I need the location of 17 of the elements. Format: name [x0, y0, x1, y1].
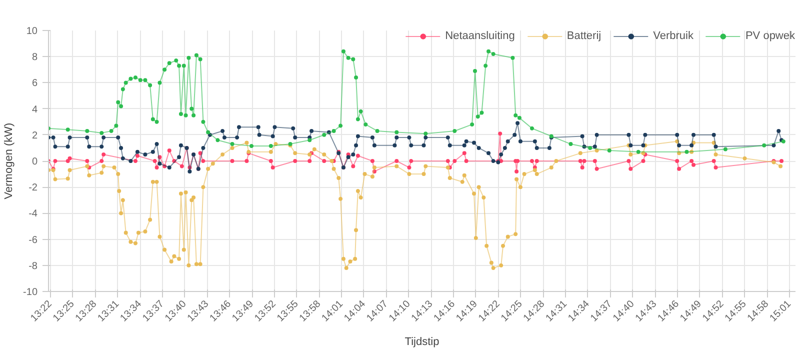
y-tick-label: -2: [28, 182, 38, 194]
y-tick-label: -4: [28, 208, 38, 220]
y-tick-label: 8: [32, 52, 38, 64]
legend-label: Verbruik: [653, 30, 694, 42]
y-tick-label: 4: [32, 104, 38, 116]
legend-label: Netaansluiting: [445, 30, 515, 42]
legend-label: Batterij: [566, 30, 602, 42]
y-tick-label: 6: [32, 78, 38, 90]
y-axis-title: Vermogen (kW): [3, 122, 16, 200]
y-tick-label: 2: [32, 130, 38, 142]
y-tick-label: -8: [28, 260, 38, 272]
legend-label: PV opwek: [745, 30, 795, 42]
y-tick-label: 0: [32, 156, 38, 168]
x-axis-title: Tijdstip: [404, 336, 440, 348]
y-tick-label: -10: [23, 287, 38, 298]
y-tick-label: -6: [28, 234, 38, 246]
y-tick-label: 10: [26, 26, 38, 37]
